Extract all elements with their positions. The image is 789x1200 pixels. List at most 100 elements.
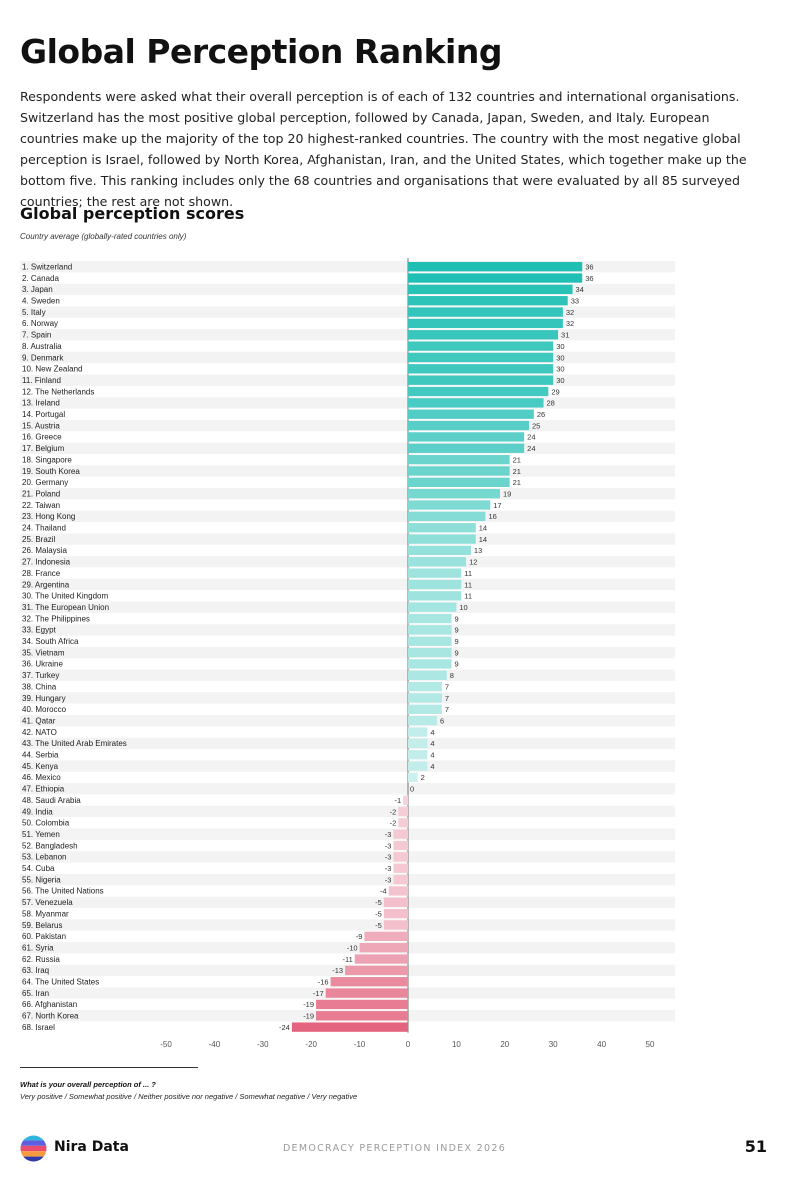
- footnote-divider: [20, 1067, 198, 1068]
- row-stripe: [20, 533, 675, 545]
- bar: [408, 398, 544, 408]
- bar: [354, 954, 408, 964]
- country-label: 54. Cuba: [22, 864, 55, 873]
- country-label: 14. Portugal: [22, 410, 65, 419]
- country-label: 1. Switzerland: [22, 262, 72, 271]
- country-label: 12. The Netherlands: [22, 387, 94, 396]
- bar: [408, 284, 573, 295]
- value-label: -5: [375, 898, 382, 907]
- bar: [393, 852, 408, 862]
- row-stripe: [20, 306, 675, 318]
- bar: [383, 897, 408, 907]
- country-label: 68. Israel: [22, 1023, 55, 1032]
- bar: [408, 500, 491, 510]
- row-stripe: [20, 465, 675, 477]
- country-label: 4. Sweden: [22, 297, 60, 306]
- bar: [408, 454, 510, 465]
- value-label: 16: [488, 512, 496, 521]
- country-label: 3. Japan: [22, 285, 53, 294]
- country-label: 50. Colombia: [22, 819, 70, 828]
- bar: [345, 965, 408, 976]
- bar: [408, 534, 476, 544]
- country-label: 29. Argentina: [22, 580, 70, 589]
- value-label: 9: [455, 660, 459, 669]
- bar: [408, 681, 442, 692]
- country-label: 52. Bangladesh: [22, 841, 78, 850]
- value-label: 30: [556, 353, 564, 362]
- page-number: 51: [744, 1137, 767, 1156]
- nira-logo-icon: [20, 1135, 47, 1162]
- value-label: -5: [375, 909, 382, 918]
- row-stripe: [20, 646, 675, 659]
- bar: [408, 375, 554, 385]
- country-label: 2. Canada: [22, 274, 59, 283]
- value-label: 32: [566, 319, 574, 328]
- value-label: -24: [279, 1023, 290, 1032]
- country-label: 8. Australia: [22, 342, 62, 351]
- value-label: 11: [464, 592, 472, 601]
- country-label: 17. Belgium: [22, 444, 65, 453]
- value-label: 7: [445, 694, 449, 703]
- country-label: 60. Pakistan: [22, 932, 66, 941]
- x-tick-label: 30: [549, 1040, 558, 1049]
- country-label: 31. The European Union: [22, 603, 109, 612]
- value-label: 8: [450, 671, 454, 680]
- row-stripe: [20, 374, 675, 386]
- value-label: -11: [342, 955, 352, 964]
- bar: [388, 886, 408, 896]
- country-label: 61. Syria: [22, 943, 54, 952]
- bar: [408, 727, 428, 737]
- row-stripe: [20, 783, 675, 795]
- bar: [325, 988, 408, 998]
- country-label: 15. Austria: [22, 421, 60, 430]
- x-tick-label: -50: [160, 1040, 172, 1049]
- bar: [408, 659, 452, 669]
- value-label: 19: [503, 489, 511, 498]
- row-stripe: [20, 737, 675, 750]
- x-tick-label: 10: [452, 1040, 461, 1049]
- country-label: 23. Hong Kong: [22, 512, 75, 521]
- country-label: 18. Singapore: [22, 455, 72, 464]
- bar: [403, 795, 408, 805]
- country-label: 65. Iran: [22, 989, 49, 998]
- country-label: 26. Malaysia: [22, 546, 67, 555]
- country-label: 55. Nigeria: [22, 875, 61, 884]
- country-label: 24. Thailand: [22, 524, 66, 533]
- bar: [408, 364, 554, 374]
- value-label: 0: [410, 785, 414, 794]
- country-label: 43. The United Arab Emirates: [22, 739, 127, 748]
- bar: [408, 579, 462, 590]
- bar: [393, 829, 408, 839]
- country-label: 49. India: [22, 807, 53, 816]
- page-title: Global Perception Ranking: [20, 32, 502, 71]
- row-stripe: [20, 919, 675, 931]
- survey-question: What is your overall perception of ... ?: [20, 1080, 156, 1089]
- country-label: 28. France: [22, 569, 61, 578]
- bar: [398, 806, 408, 817]
- value-label: 34: [576, 285, 584, 294]
- row-stripe: [20, 601, 675, 613]
- value-label: 9: [455, 637, 459, 646]
- value-label: 7: [445, 705, 449, 714]
- value-label: 4: [430, 739, 434, 748]
- row-stripe: [20, 510, 675, 523]
- value-label: 28: [547, 399, 555, 408]
- country-label: 13. Ireland: [22, 399, 60, 408]
- bar: [359, 943, 408, 953]
- country-label: 59. Belarus: [22, 921, 62, 930]
- country-label: 64. The United States: [22, 978, 99, 987]
- x-tick-label: 20: [500, 1040, 509, 1049]
- value-label: 14: [479, 535, 487, 544]
- country-label: 7. Spain: [22, 331, 51, 340]
- bar: [408, 409, 534, 419]
- row-stripe: [20, 624, 675, 636]
- bar: [408, 636, 452, 646]
- perception-bar-chart: 1. Switzerland 36 2. Canada 36 3. Japan 34 4. …: [20, 258, 675, 1049]
- value-label: -2: [390, 819, 397, 828]
- value-label: -4: [380, 887, 387, 896]
- row-stripe: [20, 442, 675, 454]
- intro-paragraph: Respondents were asked what their overal…: [20, 89, 747, 209]
- value-label: 30: [556, 342, 564, 351]
- bar: [408, 761, 428, 771]
- country-label: 21. Poland: [22, 489, 60, 498]
